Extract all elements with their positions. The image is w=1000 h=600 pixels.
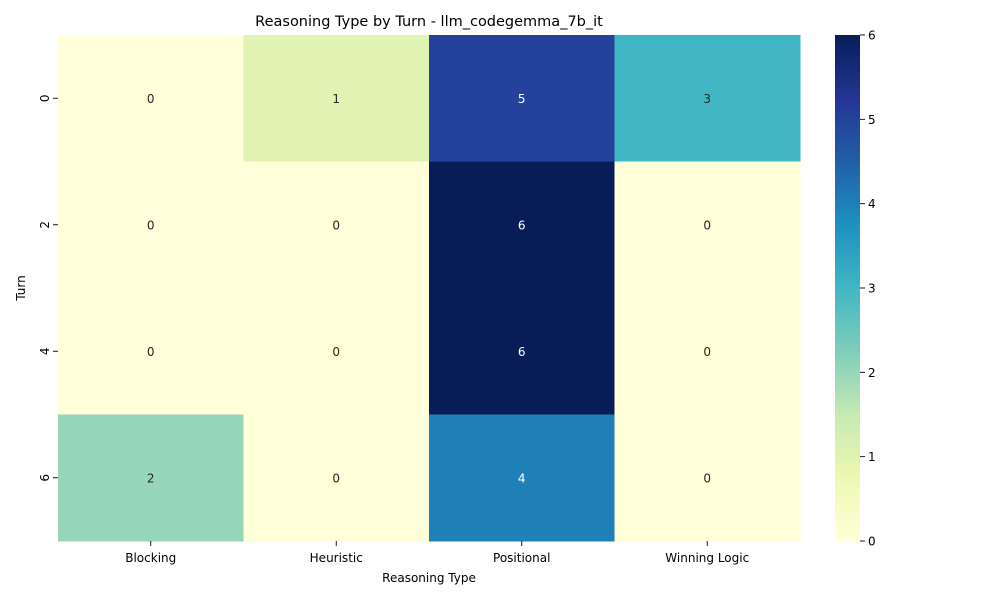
colorbar-tick-label: 2 [868, 366, 876, 380]
heatmap-cells: 0 1 5 3 0 0 6 0 0 0 6 0 2 0 4 0 [58, 35, 801, 542]
x-axis-ticks: Blocking Heuristic Positional Winning Logic [125, 541, 749, 565]
cell-value-label: 0 [147, 345, 155, 359]
x-axis-label: Reasoning Type [382, 571, 476, 585]
cell-value-label: 3 [703, 92, 711, 106]
cell-value-label: 0 [703, 345, 711, 359]
cell-value-label: 4 [518, 471, 526, 485]
colorbar-tick-label: 3 [868, 282, 876, 296]
chart-title: Reasoning Type by Turn - llm_codegemma_7… [255, 14, 603, 30]
heatmap-cell [429, 414, 615, 542]
x-tick-label: Heuristic [310, 551, 363, 565]
cell-value-label: 0 [332, 218, 340, 232]
heatmap-cell [58, 288, 244, 415]
heatmap-cell [429, 35, 615, 162]
heatmap-cell [614, 35, 801, 162]
cell-value-label: 0 [332, 471, 340, 485]
heatmap-cell [614, 414, 801, 542]
cell-value-label: 0 [147, 92, 155, 106]
heatmap-cell [243, 35, 430, 162]
heatmap-cell [243, 161, 430, 289]
colorbar-tick-label: 4 [868, 197, 876, 211]
x-tick-label: Positional [493, 551, 550, 565]
colorbar-tick-label: 6 [868, 29, 876, 43]
colorbar-tick-label: 5 [868, 113, 876, 127]
cell-value-label: 0 [332, 345, 340, 359]
heatmap-cell [429, 161, 615, 289]
cell-value-label: 0 [703, 218, 711, 232]
cell-value-label: 5 [518, 92, 526, 106]
colorbar-tick-label: 1 [868, 450, 876, 464]
cell-value-label: 0 [147, 218, 155, 232]
y-axis-label: Turn [14, 275, 28, 301]
y-tick-label: 6 [38, 474, 52, 482]
colorbar-ticks: 0 1 2 3 4 5 6 [860, 29, 876, 549]
colorbar [835, 35, 860, 541]
y-tick-label: 4 [38, 347, 52, 355]
colorbar-tick-label: 0 [868, 535, 876, 549]
cell-value-label: 6 [518, 218, 526, 232]
cell-value-label: 6 [518, 345, 526, 359]
heatmap-cell [58, 414, 244, 542]
heatmap-cell [614, 161, 801, 289]
y-tick-label: 2 [38, 221, 52, 229]
heatmap-cell [58, 161, 244, 289]
x-tick-label: Blocking [125, 551, 176, 565]
heatmap-cell [429, 288, 615, 415]
y-axis-ticks: 0 2 4 6 [38, 94, 58, 482]
cell-value-label: 1 [332, 92, 340, 106]
cell-value-label: 0 [703, 471, 711, 485]
x-tick-label: Winning Logic [665, 551, 749, 565]
y-tick-label: 0 [38, 94, 52, 102]
heatmap-cell [614, 288, 801, 415]
heatmap-cell [58, 35, 244, 162]
heatmap-cell [243, 288, 430, 415]
heatmap-cell [243, 414, 430, 542]
cell-value-label: 2 [147, 471, 155, 485]
